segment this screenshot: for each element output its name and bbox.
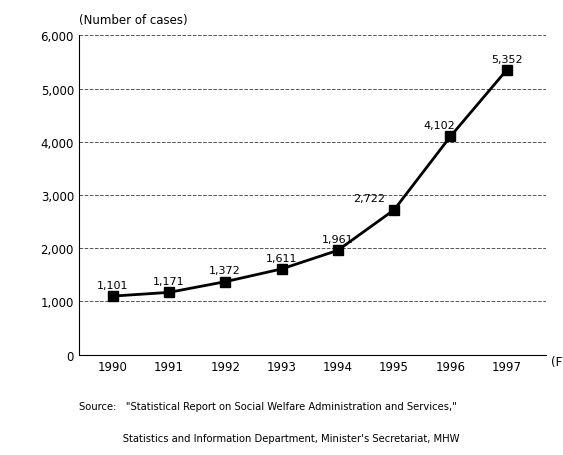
Text: 5,352: 5,352 [491, 55, 522, 65]
Text: 2,722: 2,722 [353, 194, 385, 204]
Text: 1,372: 1,372 [209, 266, 241, 276]
Text: Statistics and Information Department, Minister's Secretariat, MHW: Statistics and Information Department, M… [79, 433, 459, 443]
Text: 1,611: 1,611 [266, 253, 297, 263]
Text: (Number of cases): (Number of cases) [79, 14, 187, 27]
Text: 1,961: 1,961 [322, 234, 354, 244]
Text: (FY): (FY) [551, 355, 563, 368]
Text: 1,171: 1,171 [153, 276, 185, 286]
Text: 1,101: 1,101 [97, 280, 128, 290]
Text: 4,102: 4,102 [423, 121, 455, 131]
Text: Source:   "Statistical Report on Social Welfare Administration and Services,": Source: "Statistical Report on Social We… [79, 401, 457, 411]
